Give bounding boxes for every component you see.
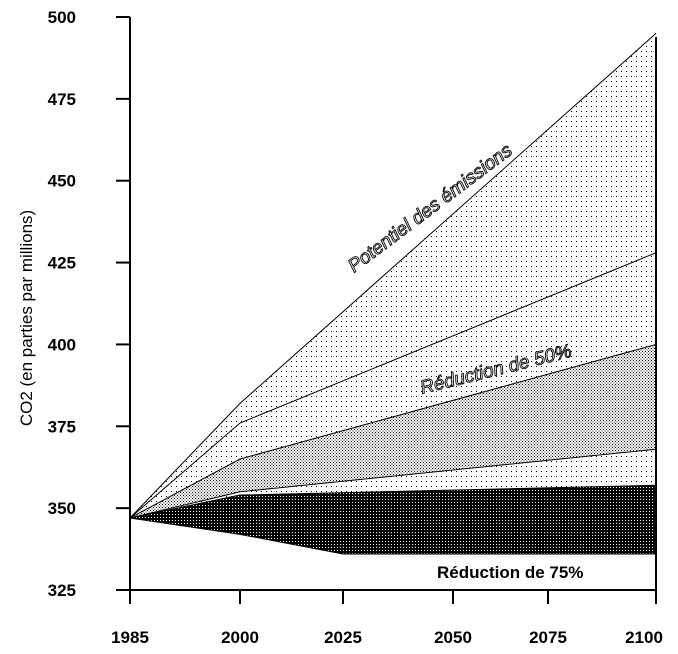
y-tick-label: 425 bbox=[48, 254, 76, 273]
x-tick-labels: 1985 2000 2025 2050 2075 2100 bbox=[111, 628, 663, 647]
y-tick-label: 500 bbox=[48, 8, 76, 27]
x-tick-label: 2050 bbox=[434, 628, 472, 647]
series-line-5 bbox=[129, 517, 656, 555]
x-tick-label: 2100 bbox=[625, 628, 663, 647]
y-tick-label: 350 bbox=[48, 499, 76, 518]
band-layer bbox=[129, 32, 657, 555]
band-label-reduction-75: Réduction de 75% bbox=[437, 563, 583, 582]
y-tick-label: 400 bbox=[48, 335, 76, 354]
y-tick-label: 450 bbox=[48, 172, 76, 191]
x-tick-label: 1985 bbox=[111, 628, 149, 647]
band-2 bbox=[130, 344, 656, 518]
axes bbox=[116, 16, 657, 604]
x-tick-label: 2025 bbox=[324, 628, 362, 647]
y-tick-labels: 325 350 375 400 425 450 475 500 bbox=[48, 8, 76, 600]
series-line-1 bbox=[129, 252, 657, 519]
x-tick-label: 2075 bbox=[529, 628, 567, 647]
y-tick-label: 475 bbox=[48, 90, 76, 109]
x-tick-label: 2000 bbox=[221, 628, 259, 647]
series-line-4 bbox=[129, 484, 657, 519]
band-4 bbox=[130, 485, 656, 554]
y-tick-label: 325 bbox=[48, 581, 76, 600]
band-1 bbox=[130, 252, 656, 518]
y-tick-label: 375 bbox=[48, 417, 76, 436]
series-line-0 bbox=[129, 32, 657, 519]
band-0 bbox=[130, 33, 656, 518]
band-3 bbox=[130, 449, 656, 518]
y-axis-title: CO2 (en parties par millions) bbox=[17, 210, 36, 426]
series-line-3 bbox=[129, 448, 657, 519]
series-line-2 bbox=[129, 343, 657, 519]
